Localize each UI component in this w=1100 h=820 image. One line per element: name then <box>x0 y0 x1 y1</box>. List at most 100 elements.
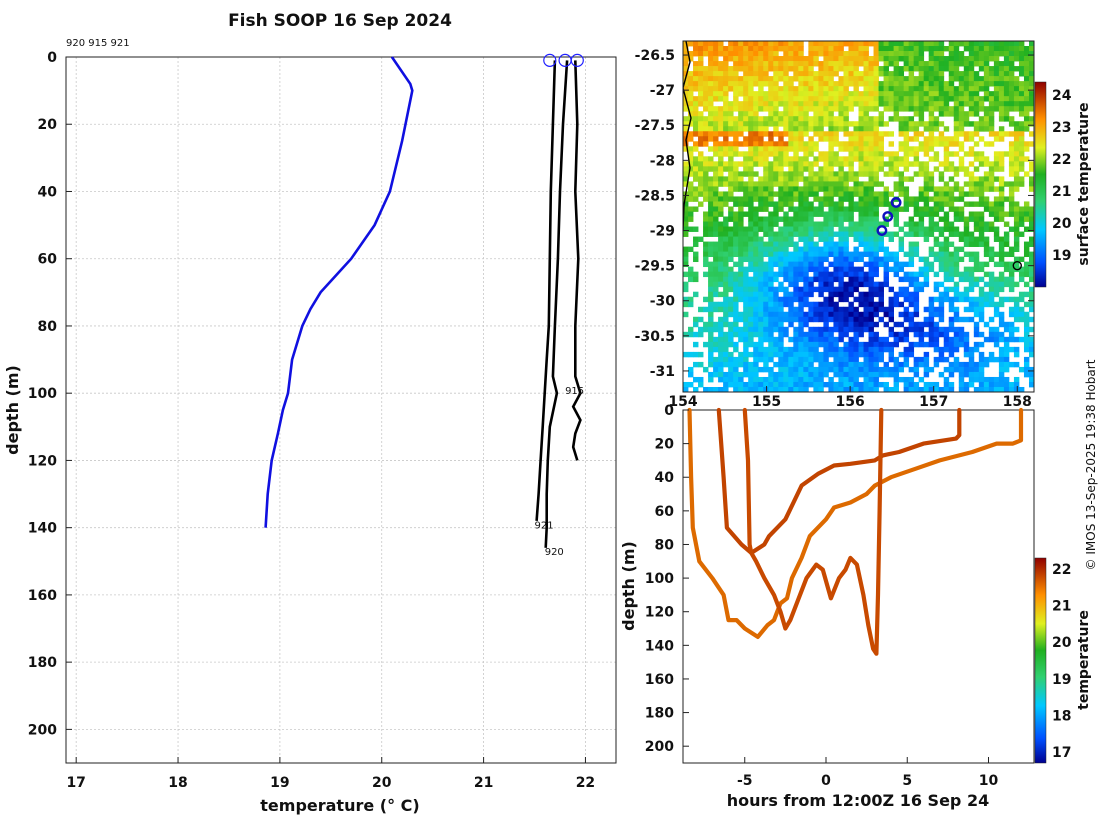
sst-cell <box>703 321 709 328</box>
sst-cell <box>818 91 824 97</box>
sst-cell <box>1018 136 1025 142</box>
sst-cell <box>758 216 764 222</box>
sst-cell <box>908 116 915 122</box>
sst-cell <box>978 86 985 92</box>
sst-cell <box>933 221 940 227</box>
sst-cell <box>998 276 1005 283</box>
sst-cell <box>728 191 734 197</box>
sst-cell <box>733 366 739 373</box>
sst-cell <box>733 86 739 92</box>
sst-cell <box>893 101 900 107</box>
sst-cell <box>998 176 1005 182</box>
sst-cell <box>763 326 769 333</box>
sst-cell <box>738 251 744 258</box>
sst-cell <box>1003 86 1010 92</box>
sst-cell <box>1018 161 1025 167</box>
sst-cell <box>748 316 754 323</box>
sst-cell <box>913 41 920 47</box>
sst-cell <box>823 351 829 358</box>
sst-cell <box>1013 351 1020 358</box>
sst-cell <box>933 286 940 293</box>
sst-cell <box>893 261 900 268</box>
sst-cell <box>758 51 764 57</box>
sst-cell <box>718 226 724 232</box>
sst-cell <box>873 331 879 338</box>
sst-cell <box>793 241 799 247</box>
sst-cell <box>988 246 995 252</box>
sst-cell <box>988 46 995 52</box>
sst-cell <box>728 276 734 283</box>
sst-cell <box>768 226 774 232</box>
sst-cell <box>968 251 975 258</box>
sst-cell <box>958 336 965 343</box>
sst-cell <box>958 361 965 368</box>
sst-cell <box>1003 71 1010 77</box>
sst-cell <box>858 166 864 172</box>
sst-cell <box>688 266 694 273</box>
sst-cell <box>903 151 910 157</box>
sst-cell <box>883 66 889 72</box>
sst-cell <box>953 231 960 237</box>
sst-cell <box>873 56 879 62</box>
sst-cell <box>693 161 699 167</box>
sst-cell <box>828 346 834 353</box>
sst-cell <box>868 326 874 333</box>
sst-cell <box>878 261 884 268</box>
sst-cell <box>828 76 834 82</box>
sst-cell <box>913 151 920 157</box>
sst-cell <box>718 111 724 117</box>
sst-cell <box>843 111 849 117</box>
sst-cell <box>963 351 970 358</box>
sst-cell <box>888 101 894 107</box>
sst-cell <box>698 166 704 172</box>
sst-cell <box>913 246 920 252</box>
sst-cell <box>838 261 844 268</box>
sst-cell <box>938 326 945 333</box>
sst-cell <box>753 146 759 152</box>
sst-cell <box>963 116 970 122</box>
sst-cell <box>903 356 910 363</box>
sst-cell <box>903 146 910 152</box>
sst-cell <box>988 111 995 117</box>
sst-cell <box>948 201 955 207</box>
sst-cell <box>728 226 734 232</box>
sst-cell <box>718 361 724 368</box>
sst-cell <box>963 76 970 82</box>
sst-cell <box>798 371 804 378</box>
sst-cell <box>708 91 714 97</box>
sst-cell <box>918 81 925 87</box>
sst-cell <box>978 81 985 87</box>
sst-cell <box>843 171 849 177</box>
sst-cell <box>778 166 784 172</box>
sst-cell <box>943 326 950 333</box>
sst-cell <box>1028 346 1034 353</box>
sst-cell <box>883 261 889 268</box>
sst-cell <box>753 91 759 97</box>
sst-cell <box>863 246 869 252</box>
sst-cell <box>913 171 920 177</box>
sst-cell <box>893 86 900 92</box>
sst-cell <box>753 301 759 308</box>
sst-cell <box>948 316 955 323</box>
sst-cell <box>933 121 940 127</box>
sst-cell <box>758 256 764 263</box>
sst-cell <box>1003 151 1010 157</box>
sst-cell <box>908 316 915 323</box>
sst-cell <box>843 296 849 303</box>
sst-cell <box>883 221 889 227</box>
sst-cell <box>983 206 990 212</box>
sst-cell <box>698 201 704 207</box>
sst-cell <box>938 226 945 232</box>
sst-cell <box>928 51 935 57</box>
sst-cell <box>853 266 859 273</box>
sst-cell <box>723 306 729 313</box>
sst-cell <box>753 271 759 278</box>
sst-cell <box>868 296 874 303</box>
sst-cell <box>988 351 995 358</box>
sst-cell <box>783 361 789 368</box>
sst-cell <box>728 251 734 258</box>
sst-cell <box>783 56 789 62</box>
sst-cell <box>893 116 900 122</box>
sst-cell <box>918 146 925 152</box>
sst-cell <box>818 326 824 333</box>
